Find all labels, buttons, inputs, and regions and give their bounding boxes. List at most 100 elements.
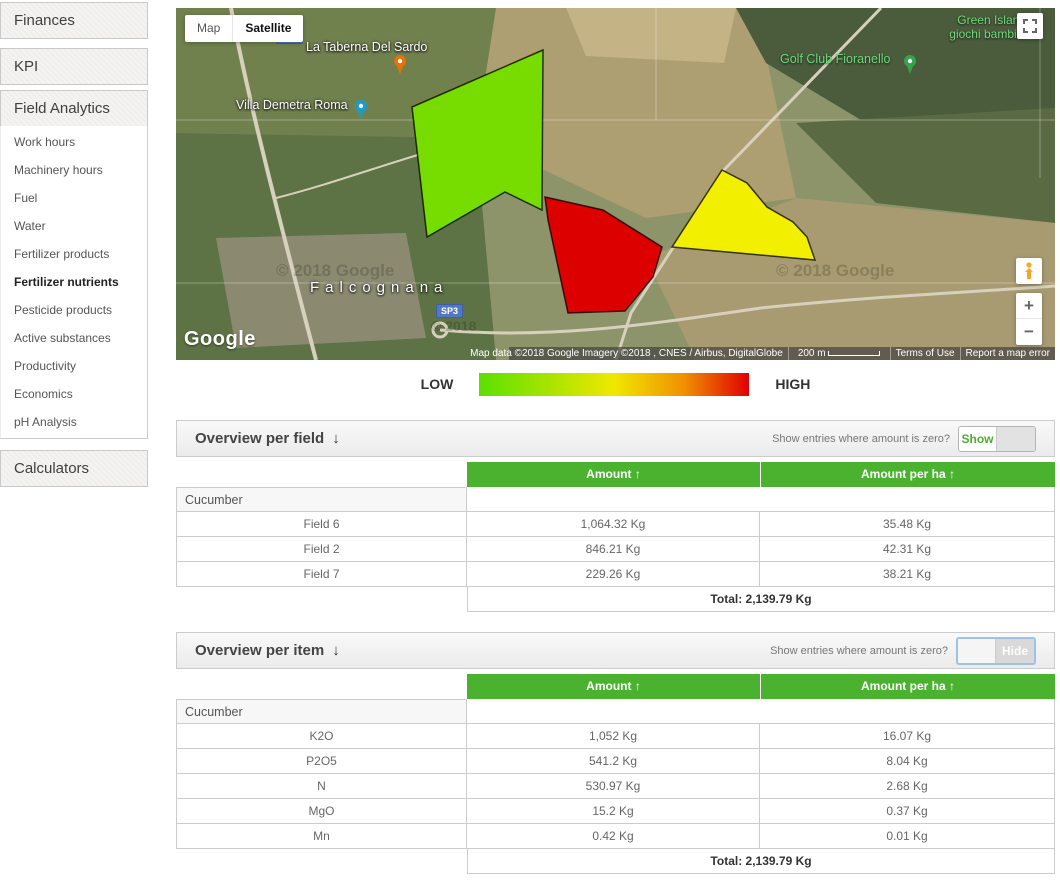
terms-of-use-link[interactable]: Terms of Use xyxy=(889,347,960,360)
row-amount-per-ha: 0.01 Kg xyxy=(760,824,1055,849)
field-polygon-high-red[interactable] xyxy=(544,196,663,314)
row-amount: 0.42 Kg xyxy=(467,824,760,849)
row-amount: 229.26 Kg xyxy=(467,562,760,587)
sidebar-item-machinery-hours[interactable]: Machinery hours xyxy=(14,163,103,177)
sidebar-group-finances[interactable]: Finances xyxy=(0,2,148,39)
toggle-hide-option[interactable] xyxy=(997,426,1035,451)
heatmap-legend: LOW HIGH xyxy=(176,370,1055,398)
row-field-name: Field 6 xyxy=(176,512,467,537)
zoom-control: + − xyxy=(1016,293,1042,345)
row-amount: 541.2 Kg xyxy=(467,749,760,774)
road-badge-sp3: SP3 xyxy=(436,304,464,318)
hotel-marker-icon[interactable] xyxy=(355,100,367,119)
imagery-watermark: © 2018 Google xyxy=(276,261,395,280)
legend-high-label: HIGH xyxy=(775,376,811,392)
zero-entries-question: Show entries where amount is zero? xyxy=(770,644,948,657)
sidebar-item-fuel[interactable]: Fuel xyxy=(14,191,38,205)
row-amount: 1,064.32 Kg xyxy=(467,512,760,537)
map-view-button[interactable]: Map xyxy=(197,21,221,35)
sidebar-item-work-hours[interactable]: Work hours xyxy=(14,135,76,149)
sidebar-item-water[interactable]: Water xyxy=(14,219,46,233)
group-row-spacer xyxy=(467,699,1055,724)
sort-asc-icon: ↑ xyxy=(634,467,641,481)
zoom-out-button[interactable]: − xyxy=(1024,322,1034,341)
sidebar-item-economics[interactable]: Economics xyxy=(14,387,73,401)
toggle-show-option[interactable] xyxy=(958,638,996,663)
restaurant-marker-icon[interactable] xyxy=(394,55,406,74)
zero-entries-toggle[interactable]: Hide xyxy=(956,636,1036,665)
total-spacer xyxy=(176,587,467,612)
zoom-in-button[interactable]: + xyxy=(1016,293,1042,319)
map-data-credit: Map data ©2018 Google Imagery ©2018 , CN… xyxy=(470,348,783,359)
zero-entries-question: Show entries where amount is zero? xyxy=(772,432,950,445)
map-attribution-bar: Map data ©2018 Google Imagery ©2018 , CN… xyxy=(470,347,1055,360)
field-polygon-low-green[interactable] xyxy=(411,48,544,239)
row-amount: 846.21 Kg xyxy=(467,537,760,562)
pegman-icon xyxy=(1025,262,1033,279)
row-amount-per-ha: 16.07 Kg xyxy=(760,724,1055,749)
row-amount: 530.97 Kg xyxy=(467,774,760,799)
sidebar-group-kpi[interactable]: KPI xyxy=(0,48,148,85)
row-amount: 15.2 Kg xyxy=(467,799,760,824)
overview-per-item-table: Amount ↑ Amount per ha ↑ Cucumber K2O 1,… xyxy=(176,674,1055,874)
report-map-error-link[interactable]: Report a map error xyxy=(959,347,1055,360)
row-amount-per-ha: 42.31 Kg xyxy=(760,537,1055,562)
field-analytics-menu: Work hours Machinery hours Fuel Water Fe… xyxy=(0,126,148,439)
amount-per-ha-column-header[interactable]: Amount per ha ↑ xyxy=(760,674,1055,699)
row-amount: 1,052 Kg xyxy=(467,724,760,749)
field-polygon-mid-yellow[interactable] xyxy=(670,169,817,261)
sidebar-group-field-analytics[interactable]: Field Analytics xyxy=(0,90,148,127)
amount-column-header[interactable]: Amount ↑ xyxy=(467,462,760,487)
row-amount-per-ha: 2.68 Kg xyxy=(760,774,1055,799)
legend-low-label: LOW xyxy=(420,376,454,392)
golf-marker-icon[interactable] xyxy=(904,55,916,74)
place-label-hotel: Villa Demetra Roma xyxy=(236,98,348,112)
fullscreen-button[interactable] xyxy=(1017,13,1043,39)
row-amount-per-ha: 0.37 Kg xyxy=(760,799,1055,824)
section-title[interactable]: Overview per item xyxy=(195,642,325,659)
scale-bar xyxy=(827,351,880,356)
sidebar-item-fertilizer-products[interactable]: Fertilizer products xyxy=(14,247,110,261)
fullscreen-icon xyxy=(1023,19,1037,33)
group-row-cucumber: Cucumber xyxy=(176,699,467,724)
row-nutrient-name: N xyxy=(176,774,467,799)
header-spacer xyxy=(176,462,467,487)
group-row-cucumber: Cucumber xyxy=(176,487,467,512)
zero-entries-toggle[interactable]: Show xyxy=(958,425,1036,452)
collapse-arrow-icon[interactable]: ↓ xyxy=(332,430,340,447)
sidebar-group-calculators[interactable]: Calculators xyxy=(0,450,148,487)
place-label-town: Falcognana xyxy=(310,279,449,296)
place-label-restaurant: La Taberna Del Sardo xyxy=(306,40,428,54)
place-label-golf: Golf Club Fioranello xyxy=(780,52,891,66)
total-row: Total: 2,139.79 Kg xyxy=(467,849,1055,874)
satellite-map[interactable]: La Taberna Del Sardo Villa Demetra Roma … xyxy=(176,8,1055,360)
map-type-control: Map Satellite xyxy=(185,15,304,42)
satellite-view-button[interactable]: Satellite xyxy=(232,15,303,42)
row-field-name: Field 2 xyxy=(176,537,467,562)
sidebar-item-active-substances[interactable]: Active substances xyxy=(14,331,111,345)
row-nutrient-name: K2O xyxy=(176,724,467,749)
street-view-pegman-button[interactable] xyxy=(1016,258,1042,284)
row-nutrient-name: P2O5 xyxy=(176,749,467,774)
sidebar-item-pesticide-products[interactable]: Pesticide products xyxy=(14,303,113,317)
group-row-spacer xyxy=(467,487,1055,512)
sidebar-item-productivity[interactable]: Productivity xyxy=(14,359,77,373)
toggle-hide-option[interactable]: Hide xyxy=(996,638,1034,663)
total-spacer xyxy=(176,849,467,874)
google-logo[interactable]: Google xyxy=(184,328,256,350)
collapse-arrow-icon[interactable]: ↓ xyxy=(332,642,340,659)
sort-asc-icon: ↑ xyxy=(634,679,641,693)
toggle-show-option[interactable]: Show xyxy=(959,426,997,451)
sidebar-item-ph-analysis[interactable]: pH Analysis xyxy=(14,415,77,429)
section-title[interactable]: Overview per field xyxy=(195,430,325,447)
place-label-park: Green Island giochi bambini xyxy=(949,13,1026,41)
legend-gradient-bar xyxy=(479,372,750,396)
overview-per-field-table: Amount ↑ Amount per ha ↑ Cucumber Field … xyxy=(176,462,1055,612)
row-amount-per-ha: 38.21 Kg xyxy=(760,562,1055,587)
row-nutrient-name: Mn xyxy=(176,824,467,849)
imagery-watermark: © 2018 Google xyxy=(776,261,895,280)
imagery-watermark: © 2018 xyxy=(431,318,477,334)
sidebar-item-fertilizer-nutrients[interactable]: Fertilizer nutrients xyxy=(14,275,119,289)
amount-per-ha-column-header[interactable]: Amount per ha ↑ xyxy=(760,462,1055,487)
amount-column-header[interactable]: Amount ↑ xyxy=(467,674,760,699)
